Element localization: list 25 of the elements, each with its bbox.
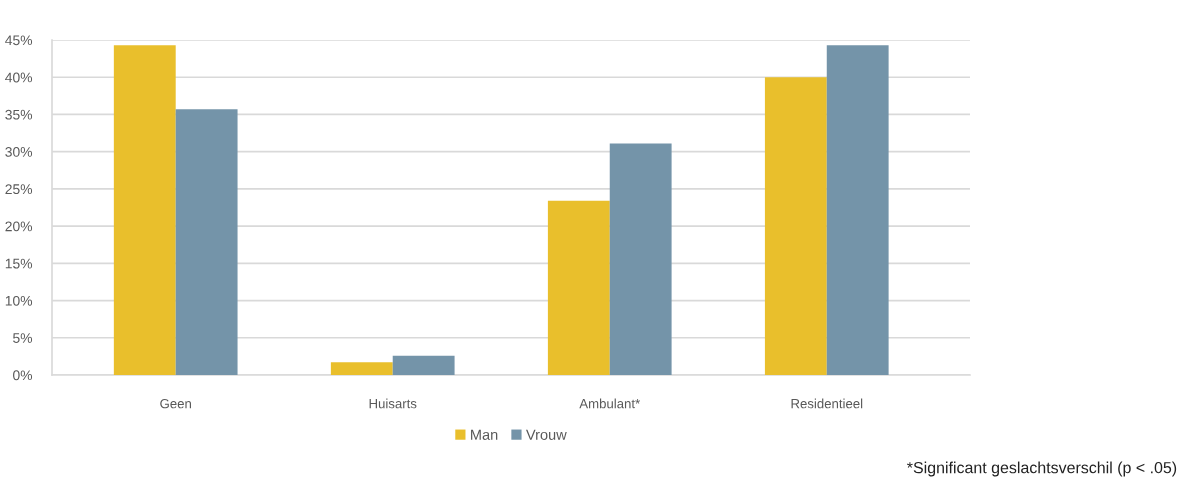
y-tick-label: 30% — [5, 147, 33, 157]
x-tick-label: Ambulant* — [579, 398, 640, 409]
bar — [826, 45, 889, 375]
y-tick-label: 5% — [13, 333, 33, 343]
bar — [330, 362, 393, 375]
bar — [113, 45, 176, 375]
text: *Significant geslachtsverschil (p < .05) — [907, 461, 1177, 477]
y-tick-label: 20% — [5, 221, 33, 232]
bar — [764, 77, 827, 375]
y-tick-label: 40% — [5, 72, 33, 83]
bar — [547, 200, 610, 375]
bar — [609, 143, 672, 375]
y-tick-label: 15% — [5, 258, 33, 269]
y-tick-label: 0% — [13, 370, 33, 381]
bar — [175, 109, 238, 375]
y-tick-label: 10% — [5, 295, 33, 306]
x-tick-label: Geen — [160, 398, 191, 409]
bar — [392, 355, 455, 375]
y-tick-label: 35% — [5, 109, 33, 120]
legend-label: Man — [471, 429, 498, 440]
x-tick-label: Huisarts — [369, 398, 417, 409]
x-tick-label: Residentieel — [791, 398, 863, 409]
legend-label: Vrouw — [526, 429, 567, 440]
y-tick-label: 45% — [5, 35, 33, 46]
y-tick-label: 25% — [5, 184, 33, 195]
